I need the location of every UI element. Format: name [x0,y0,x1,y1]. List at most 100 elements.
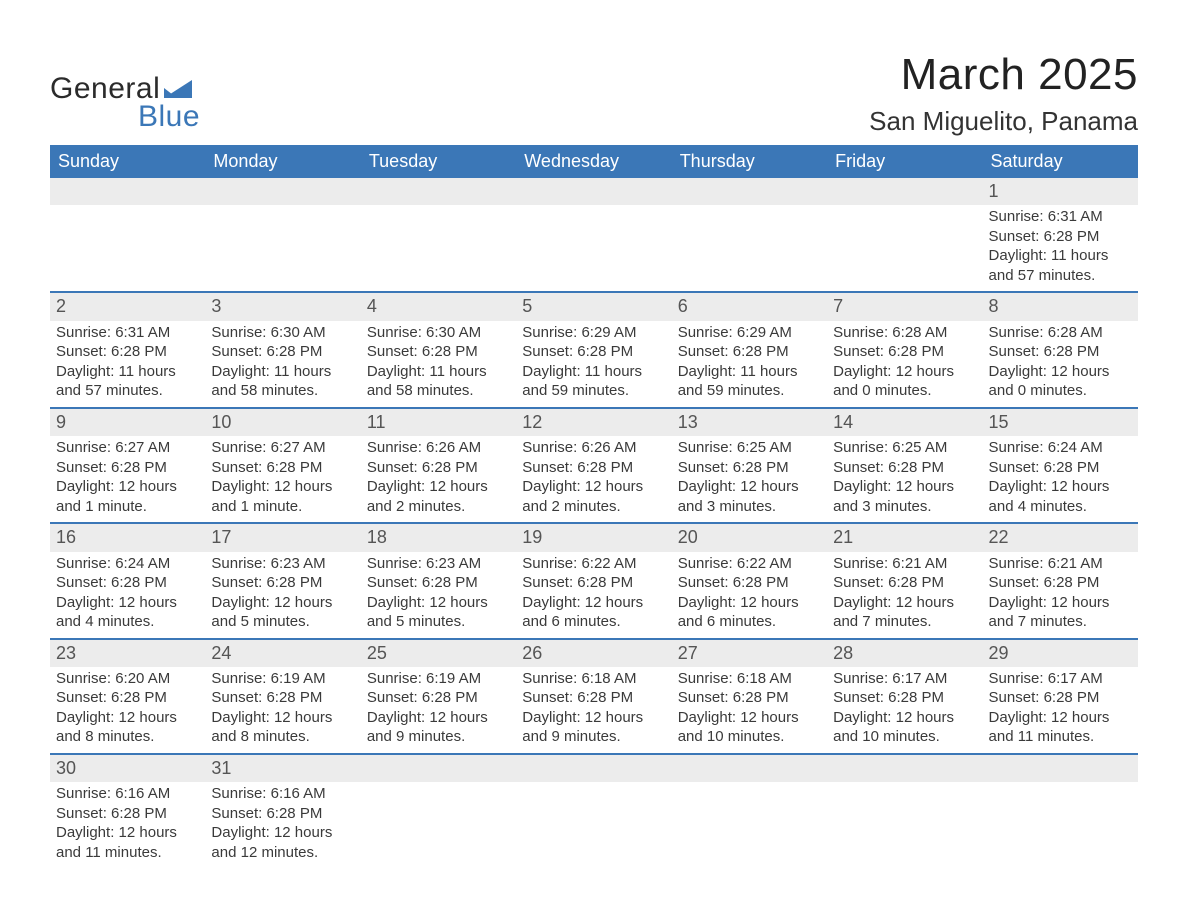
day-d2: and 57 minutes. [989,266,1132,286]
day-number-cell [50,178,205,205]
day-number-cell: 18 [361,523,516,551]
day-d2: and 10 minutes. [833,727,976,747]
day-number: 12 [522,412,542,432]
day-d2: and 7 minutes. [833,612,976,632]
day-d2: and 9 minutes. [367,727,510,747]
day-number: 1 [989,181,999,201]
day-number: 8 [989,296,999,316]
day-number-cell: 15 [983,408,1138,436]
day-d1: Daylight: 11 hours [56,362,199,382]
day-number: 24 [211,643,231,663]
day-cell: Sunrise: 6:17 AMSunset: 6:28 PMDaylight:… [827,667,982,754]
day-d2: and 59 minutes. [522,381,665,401]
day-cell: Sunrise: 6:22 AMSunset: 6:28 PMDaylight:… [516,552,671,639]
day-d1: Daylight: 12 hours [833,477,976,497]
day-number: 15 [989,412,1009,432]
day-number-cell: 20 [672,523,827,551]
day-cell: Sunrise: 6:28 AMSunset: 6:28 PMDaylight:… [983,321,1138,408]
day-number: 13 [678,412,698,432]
day-sunset: Sunset: 6:28 PM [522,688,665,708]
weekday-header: Friday [827,145,982,178]
day-cell: Sunrise: 6:23 AMSunset: 6:28 PMDaylight:… [361,552,516,639]
day-sunrise: Sunrise: 6:18 AM [522,669,665,689]
day-cell: Sunrise: 6:27 AMSunset: 6:28 PMDaylight:… [50,436,205,523]
day-sunset: Sunset: 6:28 PM [522,458,665,478]
day-sunrise: Sunrise: 6:21 AM [833,554,976,574]
week-daynum-row: 9101112131415 [50,408,1138,436]
day-number: 27 [678,643,698,663]
day-d1: Daylight: 12 hours [211,823,354,843]
day-sunrise: Sunrise: 6:24 AM [56,554,199,574]
day-d1: Daylight: 12 hours [989,708,1132,728]
day-cell [827,782,982,868]
day-d1: Daylight: 12 hours [211,593,354,613]
day-sunrise: Sunrise: 6:25 AM [678,438,821,458]
day-cell: Sunrise: 6:25 AMSunset: 6:28 PMDaylight:… [672,436,827,523]
day-cell [516,782,671,868]
day-number-cell [827,754,982,782]
day-number-cell: 8 [983,292,1138,320]
day-d2: and 2 minutes. [522,497,665,517]
day-cell [205,205,360,292]
page: General Blue March 2025 San Miguelito, P… [0,0,1188,868]
day-number: 11 [367,412,386,432]
day-d2: and 3 minutes. [678,497,821,517]
day-number-cell: 1 [983,178,1138,205]
day-d2: and 4 minutes. [989,497,1132,517]
day-d2: and 8 minutes. [211,727,354,747]
day-d2: and 5 minutes. [367,612,510,632]
day-cell: Sunrise: 6:24 AMSunset: 6:28 PMDaylight:… [50,552,205,639]
day-d2: and 0 minutes. [989,381,1132,401]
day-sunrise: Sunrise: 6:29 AM [522,323,665,343]
day-number-cell: 6 [672,292,827,320]
day-cell: Sunrise: 6:29 AMSunset: 6:28 PMDaylight:… [672,321,827,408]
day-number-cell [672,178,827,205]
day-d1: Daylight: 12 hours [56,708,199,728]
day-d2: and 6 minutes. [522,612,665,632]
day-number: 9 [56,412,66,432]
day-d1: Daylight: 12 hours [367,593,510,613]
day-number: 4 [367,296,377,316]
day-cell: Sunrise: 6:31 AMSunset: 6:28 PMDaylight:… [983,205,1138,292]
day-d2: and 10 minutes. [678,727,821,747]
week-daynum-row: 3031 [50,754,1138,782]
day-number: 26 [522,643,542,663]
day-sunrise: Sunrise: 6:28 AM [989,323,1132,343]
day-sunrise: Sunrise: 6:18 AM [678,669,821,689]
logo-text-blue: Blue [138,100,200,134]
day-cell: Sunrise: 6:23 AMSunset: 6:28 PMDaylight:… [205,552,360,639]
day-sunrise: Sunrise: 6:27 AM [56,438,199,458]
day-d1: Daylight: 12 hours [678,477,821,497]
day-sunset: Sunset: 6:28 PM [833,458,976,478]
day-sunset: Sunset: 6:28 PM [989,688,1132,708]
day-cell: Sunrise: 6:31 AMSunset: 6:28 PMDaylight:… [50,321,205,408]
day-sunset: Sunset: 6:28 PM [833,688,976,708]
day-number-cell: 23 [50,639,205,667]
day-sunset: Sunset: 6:28 PM [678,458,821,478]
day-sunrise: Sunrise: 6:22 AM [678,554,821,574]
day-cell [672,205,827,292]
week-daynum-row: 23242526272829 [50,639,1138,667]
day-sunrise: Sunrise: 6:31 AM [56,323,199,343]
day-d1: Daylight: 12 hours [833,593,976,613]
day-d1: Daylight: 12 hours [367,708,510,728]
day-d2: and 12 minutes. [211,843,354,863]
day-sunrise: Sunrise: 6:16 AM [211,784,354,804]
day-d1: Daylight: 12 hours [211,708,354,728]
day-d1: Daylight: 11 hours [678,362,821,382]
day-sunrise: Sunrise: 6:26 AM [522,438,665,458]
day-d2: and 3 minutes. [833,497,976,517]
weekday-header: Tuesday [361,145,516,178]
day-d1: Daylight: 12 hours [522,708,665,728]
day-cell: Sunrise: 6:18 AMSunset: 6:28 PMDaylight:… [672,667,827,754]
day-number: 7 [833,296,843,316]
week-content-row: Sunrise: 6:27 AMSunset: 6:28 PMDaylight:… [50,436,1138,523]
day-number-cell: 19 [516,523,671,551]
day-d2: and 8 minutes. [56,727,199,747]
day-number: 29 [989,643,1009,663]
day-cell: Sunrise: 6:19 AMSunset: 6:28 PMDaylight:… [205,667,360,754]
day-sunset: Sunset: 6:28 PM [833,342,976,362]
weekday-header: Monday [205,145,360,178]
day-sunrise: Sunrise: 6:23 AM [211,554,354,574]
day-number-cell: 31 [205,754,360,782]
